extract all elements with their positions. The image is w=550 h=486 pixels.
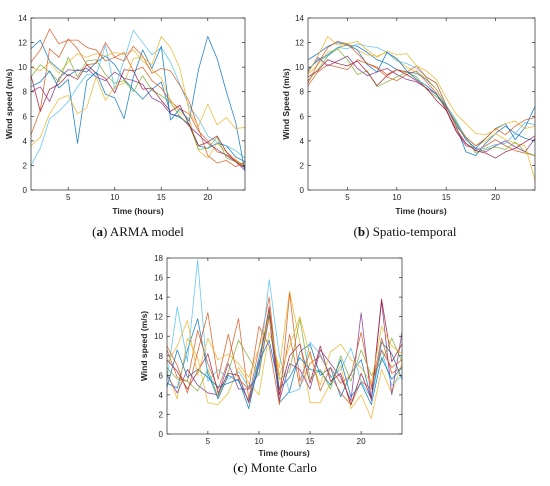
x-tick-label: 5 — [345, 193, 350, 202]
chart-b: 5 10 15 20 0 2 4 6 8 10 12 14 Time (hours) Wind Speed… — [281, 14, 536, 239]
y-tick-label: 14 — [295, 14, 304, 23]
series-line-1 — [30, 39, 246, 163]
y-tick-label: 16 — [154, 274, 163, 283]
y-axis-label: Wind Speed (m/s) — [281, 68, 291, 139]
y-tick-label: 2 — [159, 410, 164, 419]
y-tick-label: 10 — [18, 63, 27, 72]
series-line-2 — [30, 38, 246, 167]
caption-letter: a — [96, 224, 103, 239]
series-line-8 — [30, 36, 246, 172]
y-tick-label: 4 — [23, 137, 28, 146]
y-tick-label: 6 — [23, 112, 28, 121]
caption-text: Spatio-temporal — [373, 224, 457, 239]
y-tick-label: 8 — [159, 352, 164, 361]
y-axis-label: Wind speed (m/s) — [139, 311, 149, 381]
series-line-9 — [307, 40, 536, 147]
chart-c: 5 10 15 20 0 2 4 6 8 10 12 14 16 18 Time (hours) Wind s… — [139, 254, 403, 475]
y-tick-label: 12 — [295, 39, 304, 48]
y-tick-label: 0 — [23, 186, 28, 195]
y-tick-label: 12 — [18, 39, 27, 48]
x-tick-label: 5 — [66, 193, 71, 202]
x-axis-label: Time (hours) — [395, 206, 446, 216]
series-line-3 — [166, 290, 403, 419]
series-line-7 — [307, 59, 536, 159]
series-line-9 — [30, 28, 246, 168]
x-tick-label: 15 — [157, 193, 166, 202]
series-line-4 — [307, 55, 536, 153]
y-tick-label: 2 — [23, 161, 28, 170]
x-tick-label: 15 — [306, 437, 315, 446]
y-tick-label: 0 — [159, 430, 164, 439]
axes-box — [166, 257, 403, 435]
plot-area — [308, 18, 535, 190]
x-tick-label: 20 — [357, 437, 366, 446]
x-tick-label: 5 — [206, 437, 211, 446]
x-tick-label: 15 — [442, 193, 451, 202]
series-line-10 — [30, 36, 246, 147]
series-line-2 — [307, 59, 536, 156]
series-line-3 — [30, 49, 246, 169]
plot-area — [31, 18, 245, 190]
series-line-7 — [166, 298, 403, 406]
subfigure-caption: (a) ARMA model — [92, 224, 184, 239]
chart-a: 5 10 15 20 0 2 4 6 8 10 12 14 Time (hours) Wind speed… — [4, 14, 246, 239]
y-tick-label: 14 — [18, 14, 27, 23]
y-tick-label: 6 — [159, 371, 164, 380]
caption-letter: c — [237, 460, 243, 475]
series-line-7 — [30, 64, 246, 169]
x-tick-label: 10 — [392, 193, 401, 202]
y-tick-label: 4 — [300, 137, 305, 146]
y-tick-label: 10 — [154, 332, 163, 341]
y-axis-label: Wind speed (m/s) — [4, 69, 14, 139]
y-tick-label: 2 — [300, 161, 305, 170]
series-line-9 — [166, 292, 403, 406]
y-tick-label: 10 — [295, 63, 304, 72]
series-line-4 — [30, 67, 246, 171]
subfigure-caption: (c) Monte Carlo — [233, 460, 317, 475]
series-line-8 — [307, 42, 536, 149]
caption-text: ARMA model — [110, 224, 184, 239]
series-line-8 — [166, 339, 403, 409]
series-line-10 — [166, 316, 403, 386]
caption-text: Monte Carlo — [251, 460, 317, 475]
x-axis-label: Time (hours) — [258, 448, 309, 458]
y-tick-label: 6 — [300, 112, 305, 121]
series-line-6 — [30, 29, 246, 166]
x-tick-label: 10 — [110, 193, 119, 202]
axes-box — [307, 17, 536, 191]
y-tick-label: 4 — [159, 391, 164, 400]
x-tick-label: 20 — [203, 193, 212, 202]
caption-letter: b — [358, 224, 365, 239]
series-line-10 — [307, 36, 536, 136]
y-tick-label: 8 — [23, 88, 28, 97]
y-tick-label: 14 — [154, 293, 163, 302]
series-line-5 — [307, 48, 536, 156]
y-tick-label: 0 — [300, 186, 305, 195]
axes-box — [30, 17, 246, 191]
x-tick-label: 20 — [491, 193, 500, 202]
series-line-6 — [307, 43, 536, 150]
x-axis-label: Time (hours) — [112, 206, 163, 216]
subfigure-caption: (b) Spatio-temporal — [354, 224, 457, 239]
y-tick-label: 8 — [300, 88, 305, 97]
series-line-5 — [30, 56, 246, 165]
x-tick-label: 10 — [255, 437, 264, 446]
y-tick-label: 18 — [154, 254, 163, 263]
y-tick-label: 12 — [154, 313, 163, 322]
series-line-4 — [166, 300, 403, 402]
